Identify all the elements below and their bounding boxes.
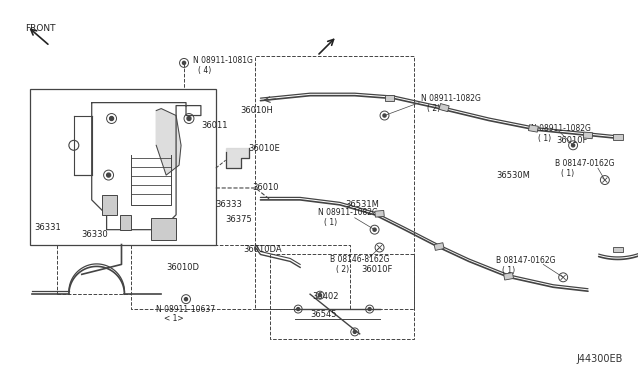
Circle shape xyxy=(107,173,111,177)
Circle shape xyxy=(383,114,386,117)
Bar xyxy=(255,56,414,309)
Text: J44300EB: J44300EB xyxy=(577,354,623,364)
Text: 36011: 36011 xyxy=(201,121,227,130)
Circle shape xyxy=(187,116,191,121)
Bar xyxy=(30,89,216,244)
Text: 36545: 36545 xyxy=(310,310,337,318)
Bar xyxy=(504,273,513,280)
Bar xyxy=(375,211,384,217)
Bar xyxy=(120,215,131,230)
Polygon shape xyxy=(226,148,248,168)
Text: ( 1): ( 1) xyxy=(502,266,515,275)
Bar xyxy=(434,243,444,250)
Text: ( 1): ( 1) xyxy=(324,218,337,227)
Text: 36333: 36333 xyxy=(216,201,243,209)
Text: FRONT: FRONT xyxy=(25,24,55,33)
Text: B 08147-0162G: B 08147-0162G xyxy=(495,256,555,265)
Bar xyxy=(529,125,538,132)
Bar xyxy=(102,195,116,215)
Bar xyxy=(612,247,623,253)
Text: N 08911-1082G: N 08911-1082G xyxy=(421,94,481,103)
Text: ( 4): ( 4) xyxy=(198,66,211,76)
Circle shape xyxy=(572,144,575,147)
Text: N 08911-1082G: N 08911-1082G xyxy=(318,208,378,217)
Text: 36531M: 36531M xyxy=(345,201,379,209)
Text: ( 2): ( 2) xyxy=(336,265,349,274)
Text: 36010H: 36010H xyxy=(241,106,273,115)
Text: 36375: 36375 xyxy=(226,215,252,224)
Circle shape xyxy=(319,294,321,296)
Text: 36010D: 36010D xyxy=(166,263,199,272)
Text: N 08911-10637: N 08911-10637 xyxy=(156,305,215,314)
Circle shape xyxy=(182,61,186,64)
Text: ( 1): ( 1) xyxy=(561,169,574,177)
Text: B 08147-0162G: B 08147-0162G xyxy=(556,159,615,168)
Circle shape xyxy=(297,308,300,311)
Text: ( 1): ( 1) xyxy=(538,134,552,143)
Text: ( 2): ( 2) xyxy=(427,104,440,113)
Text: N 08911-1081G: N 08911-1081G xyxy=(193,57,253,65)
Bar xyxy=(385,95,394,101)
Polygon shape xyxy=(156,109,181,175)
Bar xyxy=(439,103,449,112)
Text: 36331: 36331 xyxy=(34,223,61,232)
Circle shape xyxy=(353,330,356,333)
Text: 36402: 36402 xyxy=(312,292,339,301)
Text: B 08146-8162G: B 08146-8162G xyxy=(330,255,389,264)
Text: 36330: 36330 xyxy=(82,230,109,239)
Circle shape xyxy=(184,298,188,301)
Bar xyxy=(583,132,593,139)
Text: < 1>: < 1> xyxy=(164,314,184,324)
Circle shape xyxy=(368,308,371,311)
Circle shape xyxy=(373,228,376,231)
Circle shape xyxy=(109,116,113,121)
Text: 36010F: 36010F xyxy=(556,136,588,145)
Bar xyxy=(151,218,176,240)
Text: 36010: 36010 xyxy=(253,183,279,192)
Text: 36530M: 36530M xyxy=(497,171,531,180)
Text: 36010DA: 36010DA xyxy=(244,245,282,254)
Text: 36010E: 36010E xyxy=(248,144,280,153)
Bar xyxy=(612,134,623,140)
Text: 36010F: 36010F xyxy=(362,265,393,274)
Text: N 08911-1082G: N 08911-1082G xyxy=(531,124,591,133)
